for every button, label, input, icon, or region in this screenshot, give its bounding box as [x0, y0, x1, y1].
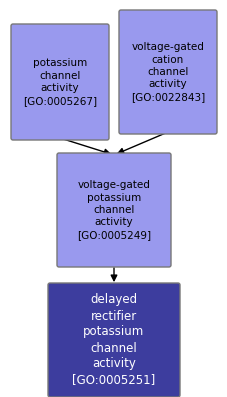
- FancyBboxPatch shape: [48, 283, 179, 397]
- FancyBboxPatch shape: [118, 10, 216, 134]
- FancyBboxPatch shape: [11, 24, 109, 140]
- FancyBboxPatch shape: [57, 153, 170, 267]
- Text: voltage-gated
cation
channel
activity
[GO:0022843]: voltage-gated cation channel activity [G…: [130, 42, 204, 102]
- Text: potassium
channel
activity
[GO:0005267]: potassium channel activity [GO:0005267]: [23, 58, 97, 106]
- Text: voltage-gated
potassium
channel
activity
[GO:0005249]: voltage-gated potassium channel activity…: [76, 180, 151, 240]
- Text: delayed
rectifier
potassium
channel
activity
[GO:0005251]: delayed rectifier potassium channel acti…: [72, 293, 155, 387]
